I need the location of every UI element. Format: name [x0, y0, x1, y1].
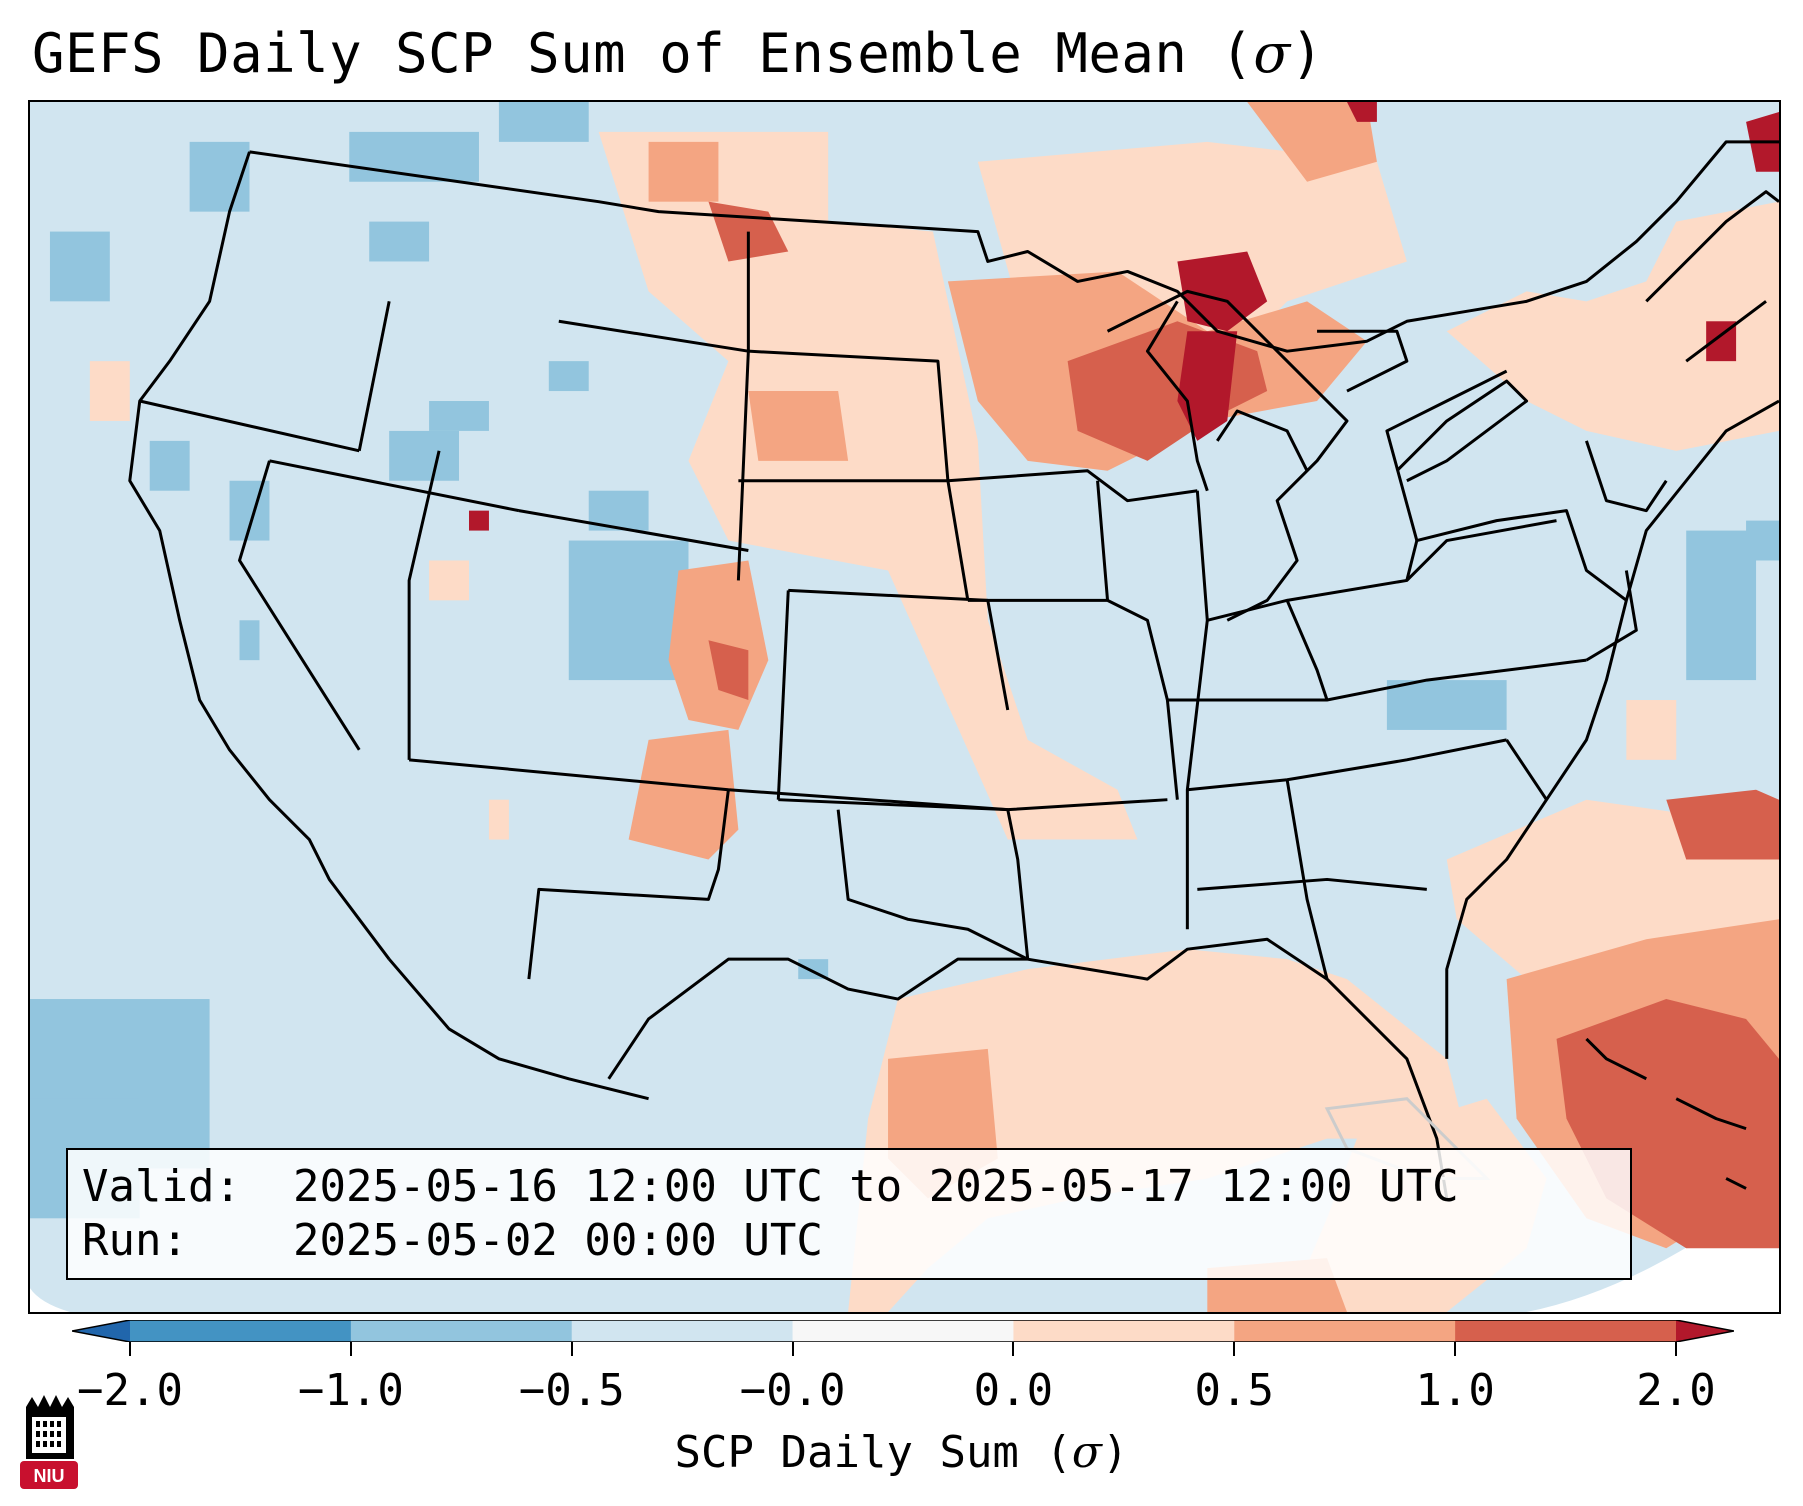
- colorbar-bin: [350, 1320, 573, 1342]
- colorbar-bin: [792, 1320, 1014, 1342]
- valid-run-info-box: Valid: 2025-05-16 12:00 UTC to 2025-05-17…: [66, 1148, 1632, 1280]
- colorbar-bin: [1234, 1320, 1456, 1342]
- colorbar: [72, 1320, 1734, 1342]
- colorbar-tick-label: 0.0: [973, 1365, 1054, 1416]
- colorbar-tick-label: −0.0: [739, 1365, 846, 1416]
- boundary-lines: [128, 140, 1779, 1199]
- colorbar-bin: [1013, 1320, 1235, 1342]
- run-value: 2025-05-02 00:00 UTC: [293, 1215, 823, 1266]
- colorbar-tick-label: 1.0: [1415, 1365, 1495, 1416]
- sigma-symbol: σ: [1071, 1427, 1102, 1478]
- colorbar-tick-mark: [791, 1342, 794, 1356]
- svg-text:NIU: NIU: [34, 1466, 65, 1486]
- valid-key: Valid:: [82, 1161, 241, 1212]
- colorbar-tick-mark: [1454, 1342, 1457, 1356]
- colorbar-tick-mark: [570, 1342, 573, 1356]
- colorbar-tick-mark: [1012, 1342, 1015, 1356]
- colorbar-tick-label: 0.5: [1194, 1365, 1275, 1416]
- colorbar-tick-mark: [349, 1342, 352, 1356]
- colorbar-tick-mark: [1233, 1342, 1236, 1356]
- colorbar-tick-label: −0.5: [518, 1365, 625, 1416]
- sigma-symbol: σ: [1253, 22, 1291, 85]
- run-key: Run:: [82, 1215, 188, 1266]
- colorbar-tick-label: −1.0: [297, 1365, 404, 1416]
- niu-logo: NIU: [20, 1395, 78, 1489]
- colorbar-extend-low: [72, 1320, 130, 1342]
- valid-line: Valid: 2025-05-16 12:00 UTC to 2025-05-17…: [82, 1160, 1616, 1214]
- anomaly-map: [30, 102, 1779, 1312]
- colorbar-bin: [1455, 1320, 1677, 1342]
- map-panel: [28, 100, 1781, 1314]
- colorbar-bin: [130, 1320, 352, 1342]
- negative-anomaly-patches: [30, 102, 1779, 1219]
- run-line: Run: 2025-05-02 00:00 UTC: [82, 1214, 1616, 1268]
- colorbar-tick-mark: [1675, 1342, 1677, 1356]
- chart-title: GEFS Daily SCP Sum of Ensemble Mean (σ): [32, 22, 1324, 85]
- colorbar-bin: [571, 1320, 794, 1342]
- colorbar-label: SCP Daily Sum (σ): [674, 1427, 1129, 1478]
- colorbar-tick-mark: [129, 1342, 131, 1356]
- valid-value: 2025-05-16 12:00 UTC to 2025-05-17 12:00…: [293, 1161, 1459, 1212]
- colorbar-tick-label: −2.0: [77, 1365, 183, 1416]
- colorbar-tick-label: 2.0: [1636, 1365, 1716, 1416]
- colorbar-extend-high: [1676, 1320, 1734, 1342]
